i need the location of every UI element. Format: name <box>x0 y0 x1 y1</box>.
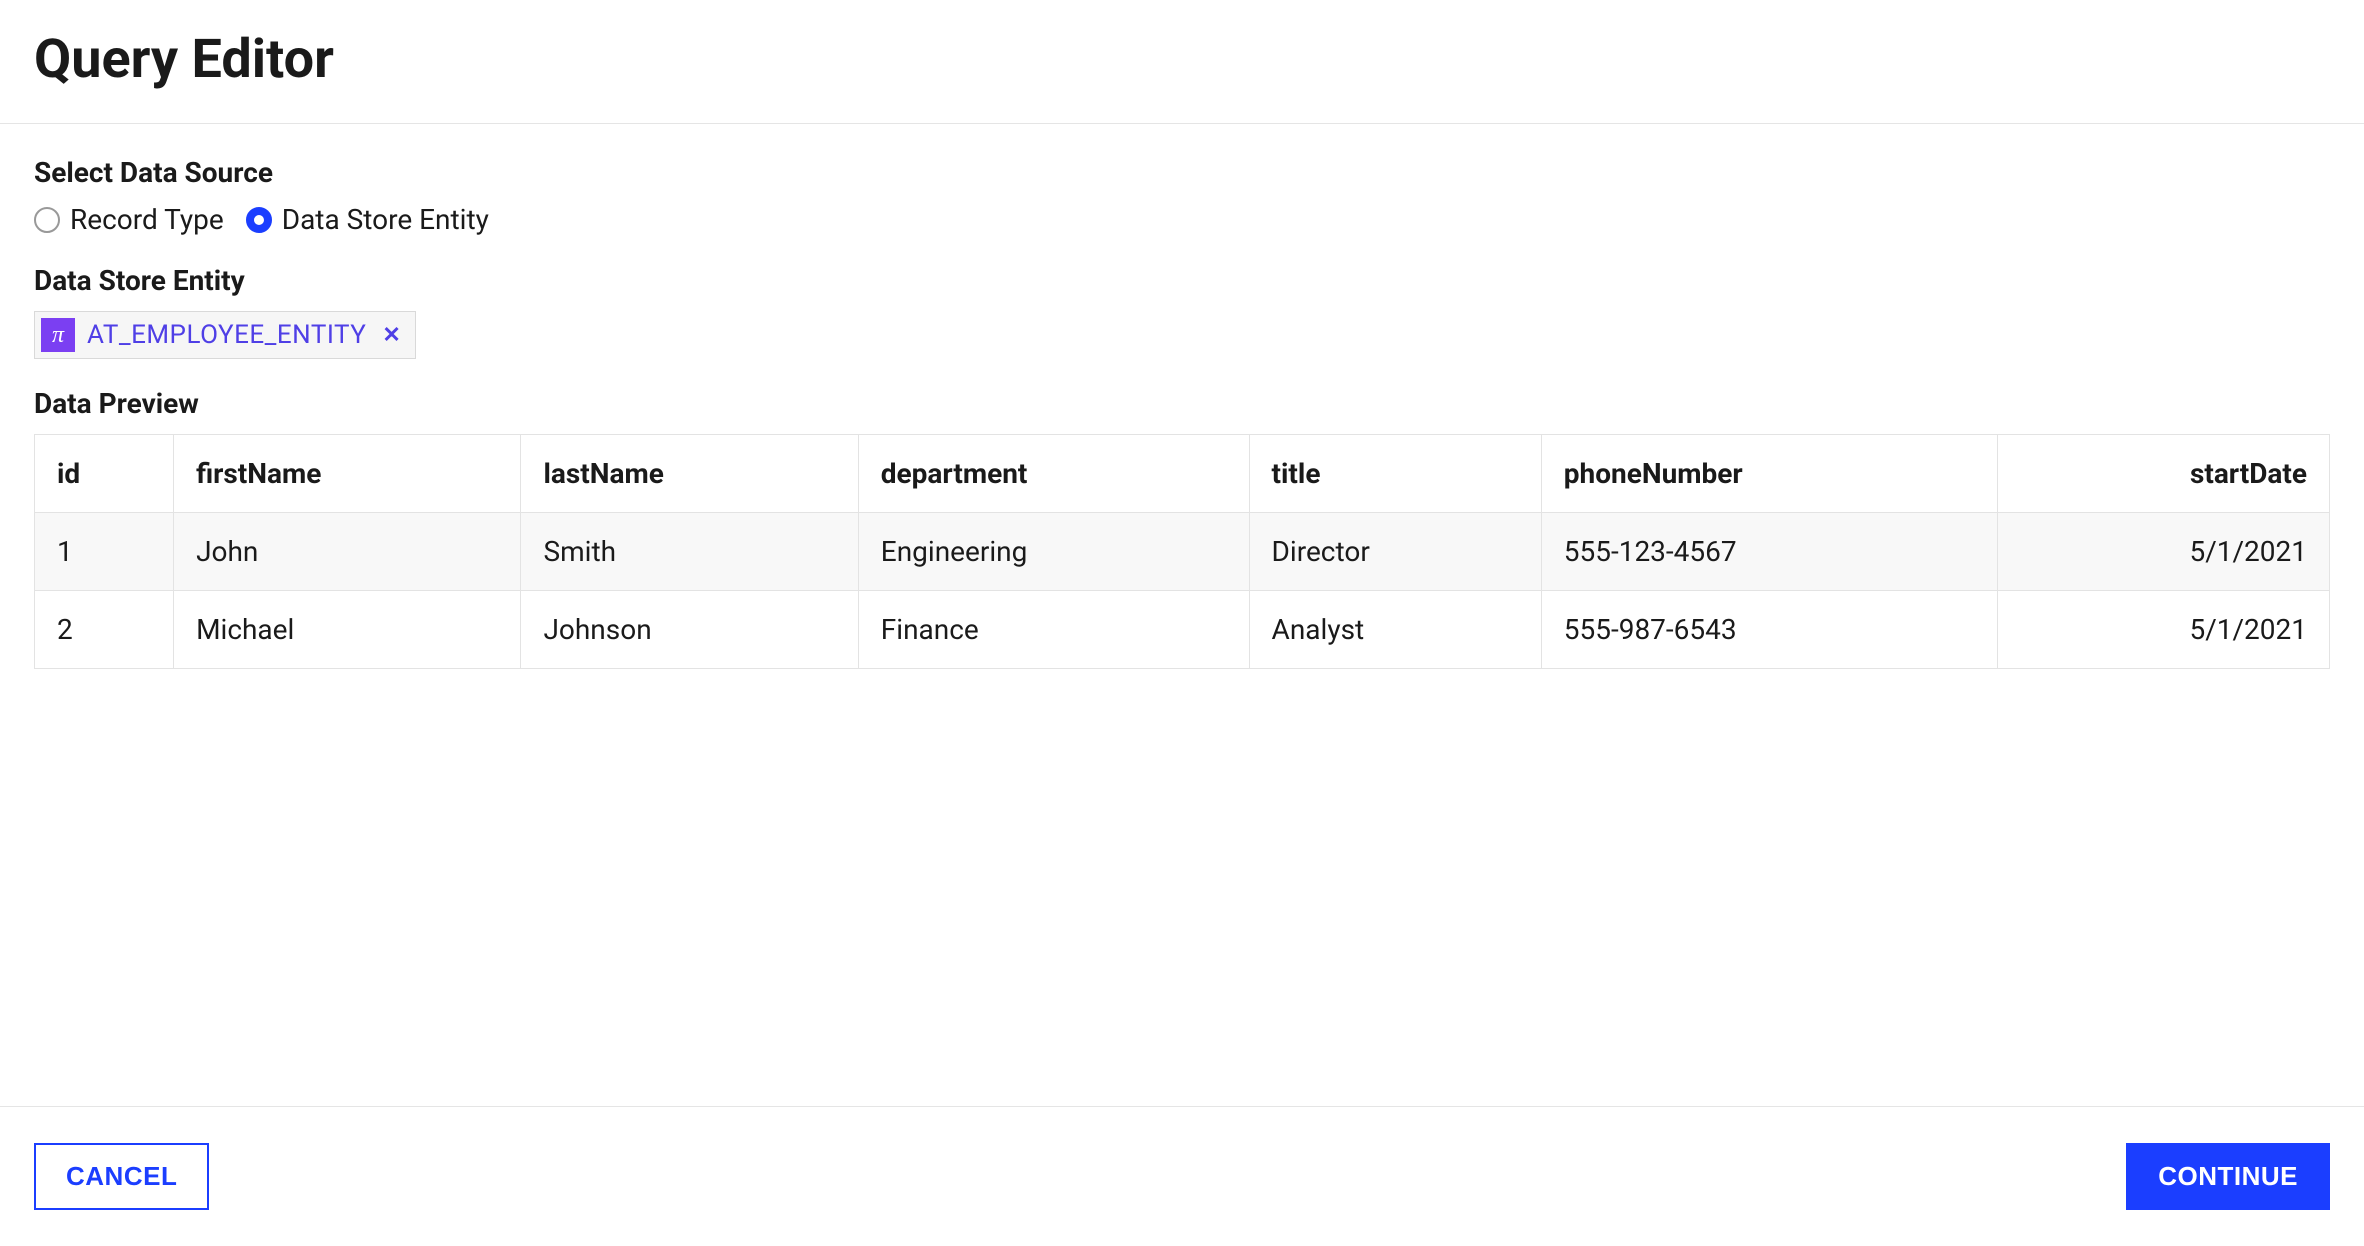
table-header-cell: phoneNumber <box>1541 435 1998 513</box>
data-preview-table: idfirstNamelastNamedepartmenttitlephoneN… <box>34 434 2330 669</box>
radio-option-record-type[interactable]: Record Type <box>34 203 224 236</box>
page-header: Query Editor <box>0 0 2364 124</box>
table-body: 1JohnSmithEngineeringDirector555-123-456… <box>35 513 2330 669</box>
table-cell: 555-123-4567 <box>1541 513 1998 591</box>
entity-section-label: Data Store Entity <box>34 264 2330 297</box>
data-source-radio-group: Record Type Data Store Entity <box>34 203 2330 236</box>
table-cell: Director <box>1249 513 1541 591</box>
table-header-row: idfirstNamelastNamedepartmenttitlephoneN… <box>35 435 2330 513</box>
radio-option-data-store-entity[interactable]: Data Store Entity <box>246 203 489 236</box>
radio-label: Data Store Entity <box>282 203 489 236</box>
table-cell: Smith <box>521 513 858 591</box>
query-editor-page: Query Editor Select Data Source Record T… <box>0 0 2364 1246</box>
table-cell: Finance <box>858 591 1249 669</box>
pi-icon: π <box>41 318 75 352</box>
table-row: 2MichaelJohnsonFinanceAnalyst555-987-654… <box>35 591 2330 669</box>
radio-icon-selected <box>246 207 272 233</box>
cancel-button[interactable]: CANCEL <box>34 1143 209 1210</box>
table-cell: Analyst <box>1249 591 1541 669</box>
radio-icon <box>34 207 60 233</box>
table-row: 1JohnSmithEngineeringDirector555-123-456… <box>35 513 2330 591</box>
entity-chip[interactable]: π AT_EMPLOYEE_ENTITY ✕ <box>34 311 416 359</box>
table-header-cell: id <box>35 435 174 513</box>
close-icon[interactable]: ✕ <box>378 323 404 348</box>
page-title: Query Editor <box>34 28 2330 91</box>
table-header-cell: department <box>858 435 1249 513</box>
table-cell: 2 <box>35 591 174 669</box>
table-header-cell: firstName <box>174 435 521 513</box>
page-footer: CANCEL CONTINUE <box>0 1106 2364 1246</box>
continue-button[interactable]: CONTINUE <box>2126 1143 2330 1210</box>
table-cell: 1 <box>35 513 174 591</box>
table-header-cell: startDate <box>1998 435 2330 513</box>
preview-label: Data Preview <box>34 387 2330 420</box>
table-cell: 5/1/2021 <box>1998 513 2330 591</box>
table-header-cell: lastName <box>521 435 858 513</box>
table-cell: 555-987-6543 <box>1541 591 1998 669</box>
table-cell: John <box>174 513 521 591</box>
data-source-label: Select Data Source <box>34 156 2330 189</box>
table-head: idfirstNamelastNamedepartmenttitlephoneN… <box>35 435 2330 513</box>
table-cell: Engineering <box>858 513 1249 591</box>
table-header-cell: title <box>1249 435 1541 513</box>
page-content: Select Data Source Record Type Data Stor… <box>0 124 2364 1106</box>
table-cell: Johnson <box>521 591 858 669</box>
table-cell: 5/1/2021 <box>1998 591 2330 669</box>
radio-label: Record Type <box>70 203 224 236</box>
table-cell: Michael <box>174 591 521 669</box>
entity-name: AT_EMPLOYEE_ENTITY <box>87 320 366 350</box>
